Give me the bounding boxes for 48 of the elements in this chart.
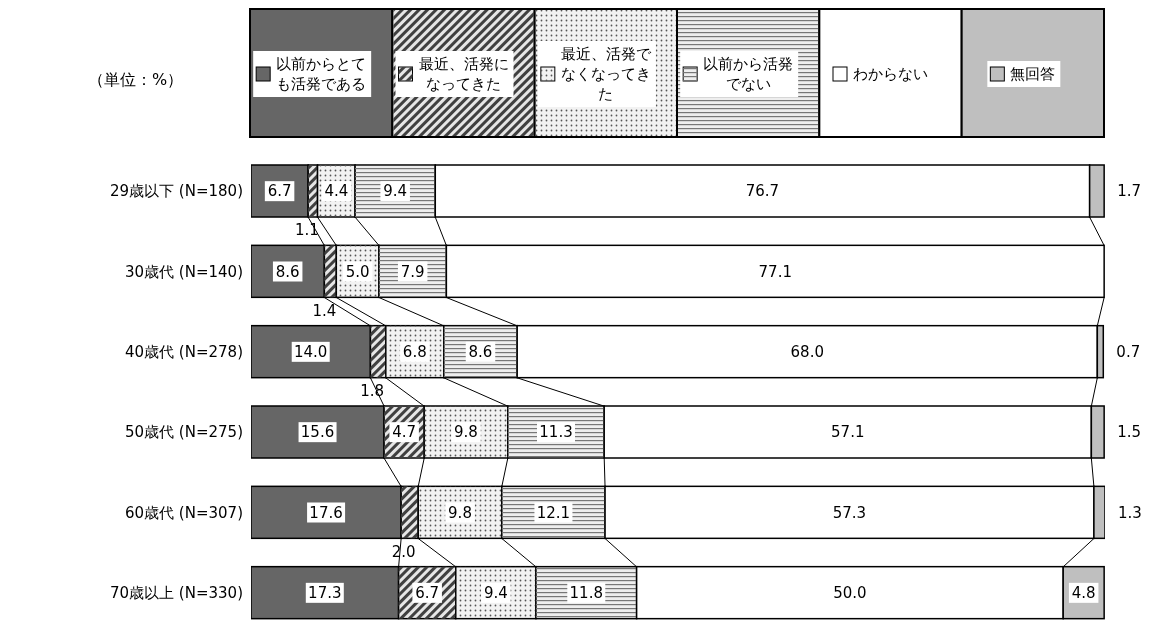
data-label: 0.7 (1116, 343, 1141, 362)
y-tick-label: 70歳以上 (N=330) (110, 584, 243, 603)
data-label: 8.6 (275, 262, 300, 281)
data-label: 77.1 (758, 262, 792, 281)
data-label: 17.3 (308, 584, 342, 603)
y-tick-label: 50歳代 (N=275) (125, 423, 243, 442)
data-label: 11.8 (569, 584, 603, 603)
legend-label: 以前から活発でない (703, 55, 794, 94)
data-label: 4.4 (324, 182, 349, 201)
data-label: 57.3 (832, 503, 867, 522)
data-label: 9.4 (483, 584, 508, 603)
data-label: 68.0 (790, 343, 824, 362)
data-label: 6.7 (267, 182, 292, 201)
data-label: 57.1 (831, 423, 865, 442)
data-label: 17.6 (309, 503, 343, 522)
data-label: 9.8 (454, 423, 478, 442)
data-label: 4.8 (1071, 584, 1096, 603)
legend-label: 無回答 (1010, 65, 1056, 84)
data-label: 1.7 (1117, 182, 1142, 201)
data-label: 12.1 (536, 503, 571, 522)
data-label: 50.0 (833, 584, 867, 603)
data-label: 15.6 (300, 423, 335, 442)
data-label: 9.4 (383, 182, 408, 201)
y-tick-label: 30歳代 (N=140) (125, 262, 243, 281)
data-label: 2.0 (391, 542, 416, 561)
data-label: 14.0 (294, 343, 328, 362)
data-label: 76.7 (745, 182, 780, 201)
y-tick-label: 40歳代 (N=278) (125, 343, 243, 362)
legend-label: 最近、活発でなくなってきた (560, 45, 652, 104)
text: （単位：%） (88, 70, 184, 91)
legend-label: 以前からとても活発である (276, 55, 367, 94)
data-label: 7.9 (400, 262, 425, 281)
data-label: 11.3 (539, 423, 573, 442)
data-label: 1.5 (1117, 423, 1142, 442)
data-label: 8.6 (468, 343, 493, 362)
data-label: 1.4 (312, 301, 337, 320)
data-label: 6.7 (415, 584, 440, 603)
data-label: 1.3 (1118, 503, 1142, 522)
data-label: 6.8 (402, 343, 427, 362)
legend-label: わからない (853, 65, 928, 84)
data-label: 4.7 (392, 423, 417, 442)
y-tick-label: 60歳代 (N=307) (125, 503, 243, 522)
data-label: 1.1 (294, 221, 319, 240)
data-label: 5.0 (345, 262, 370, 281)
y-tick-label: 29歳以下 (N=180) (110, 182, 243, 201)
data-label: 1.8 (360, 382, 385, 401)
legend-label: 最近、活発になってきた (418, 55, 509, 94)
data-label: 9.8 (448, 503, 472, 522)
